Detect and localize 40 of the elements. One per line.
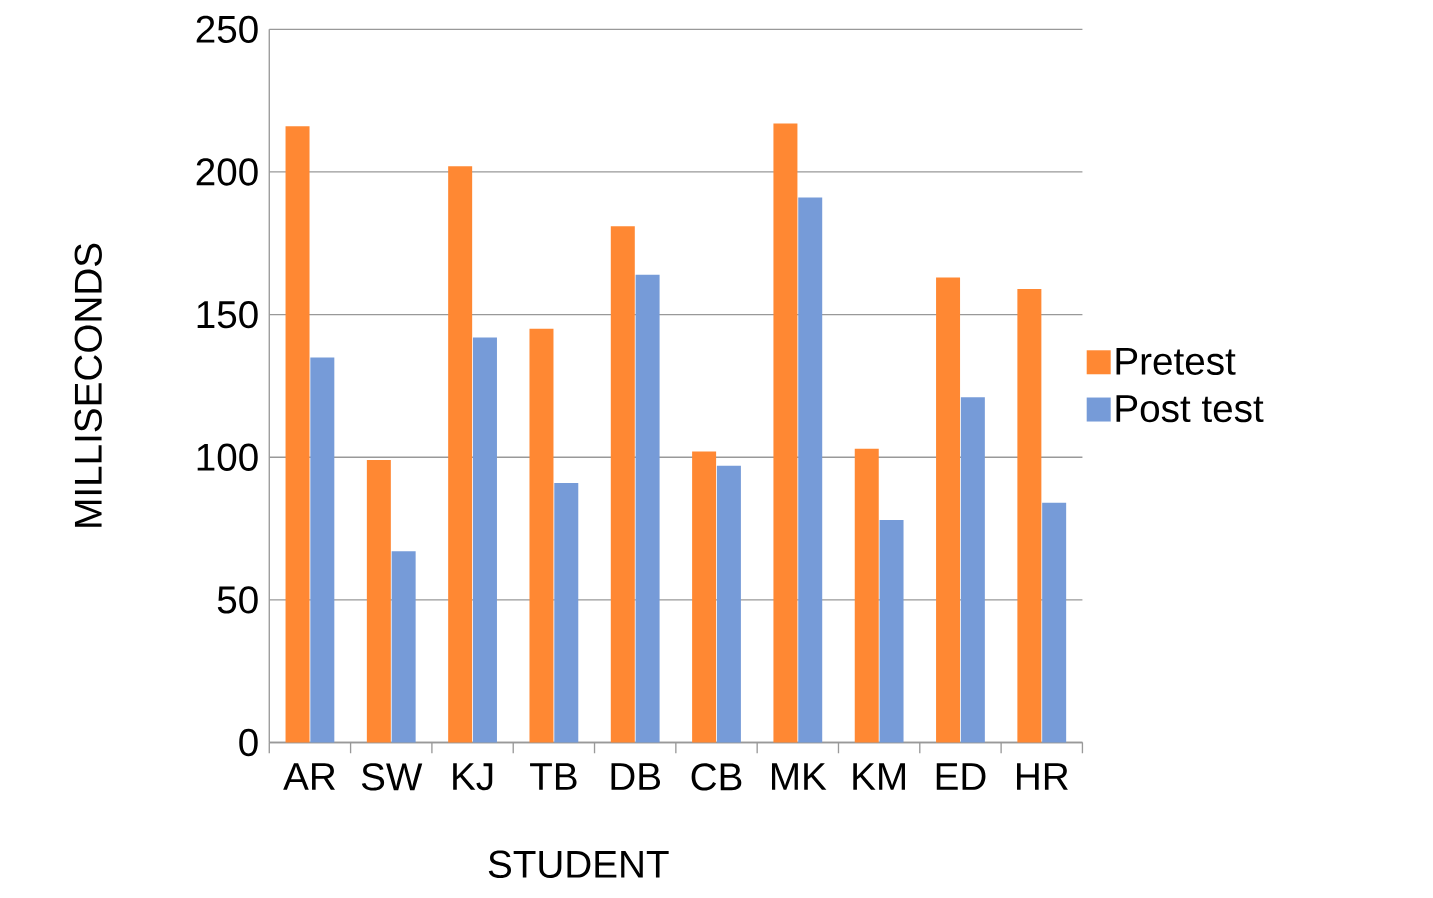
x-tick-label: ED [936, 762, 986, 790]
x-tick-label: KM [853, 762, 905, 790]
y-tick-label: 100 [197, 443, 258, 471]
y-tick-label: 150 [197, 300, 258, 329]
x-axis-title: STUDENT [488, 850, 669, 878]
bar [554, 482, 579, 743]
y-tick-label: 0 [239, 728, 258, 756]
x-tick-label: CB [691, 762, 742, 791]
x-tick-label: AR [283, 762, 335, 790]
bar [854, 448, 879, 743]
bar [879, 519, 904, 743]
x-tick-label: KJ [453, 762, 493, 790]
bar [366, 459, 391, 743]
legend-label: Post test [1116, 395, 1264, 422]
bar [391, 551, 416, 743]
bar [692, 451, 717, 743]
bar [936, 277, 961, 743]
y-tick-label: 50 [217, 585, 258, 614]
bar [798, 197, 823, 743]
bar [960, 397, 985, 743]
bar [310, 357, 335, 743]
bar [610, 225, 635, 743]
x-tick-label: DB [611, 762, 660, 790]
x-tick-label: SW [361, 762, 423, 791]
y-tick-label: 200 [196, 158, 258, 186]
bar [285, 126, 310, 743]
y-tick-label: 250 [196, 15, 258, 43]
y-axis-title: MILLISECONDS [74, 243, 102, 527]
bar [448, 166, 473, 743]
bar [529, 328, 554, 743]
bar [1042, 502, 1067, 743]
bar [716, 465, 741, 743]
bar [635, 274, 660, 743]
x-tick-label: TB [530, 762, 577, 790]
legend-label: Pretest [1116, 347, 1236, 375]
bar [1017, 288, 1042, 743]
bar [773, 123, 798, 743]
bar [472, 337, 497, 743]
x-tick-label: MK [772, 762, 827, 790]
x-tick-label: HR [1017, 762, 1068, 790]
